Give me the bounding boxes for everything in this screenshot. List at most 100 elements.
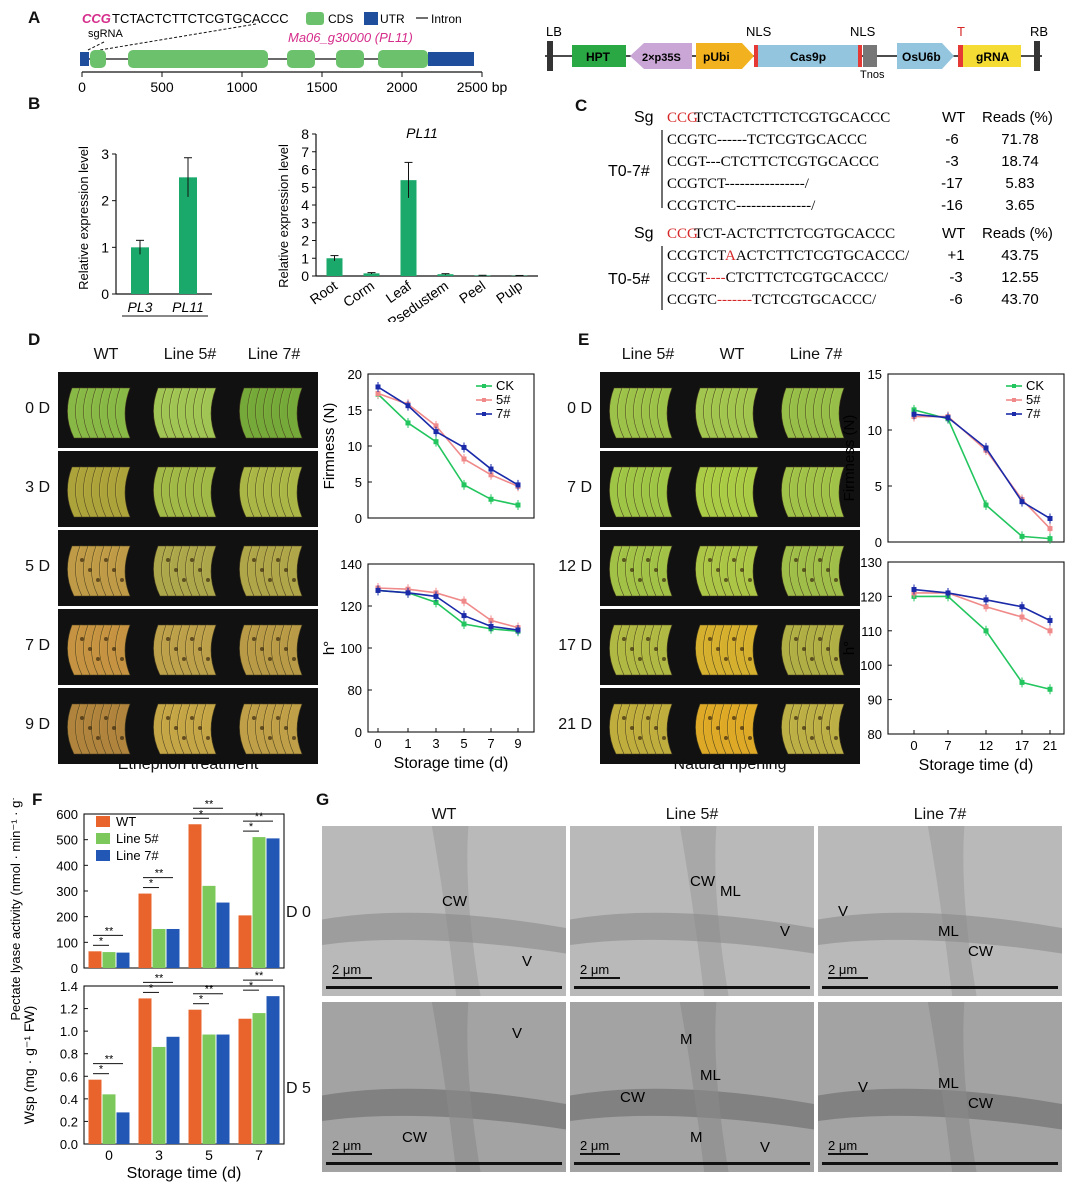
sg-rest-1: TCTACTCTTCTCGTGCACCC [694,110,890,126]
bar-line7 [216,902,230,968]
data-point [375,587,381,593]
data-point [1019,614,1025,620]
tem-label: CW [442,893,468,910]
sig-mark: * [99,1064,104,1076]
panel-c-sequences: Sg CCG TCTACTCTTCTCGTGCACCC WT Reads (%)… [608,109,1053,310]
data-point [1019,679,1025,685]
x-tick-label: 0 [910,738,917,753]
legend-intron: Intron [431,12,462,26]
data-point [1047,536,1053,542]
legend-label: 5# [1026,392,1041,407]
x-tick-label: 21 [1043,738,1057,753]
data-point [433,423,439,429]
tem-micrograph: 2 μm CW V [322,1002,566,1172]
tem-label: ML [720,883,741,900]
nls1-box [754,45,758,67]
sgrna-label: sgRNA [88,28,124,40]
y-tick-label: 5 [301,179,309,195]
b1-ylabel: Relative expression level [76,146,91,290]
bp-tick-label: 0 [78,79,86,95]
bp-tick-label: 1000 [226,79,257,95]
data-point [405,420,411,426]
legend-swatch [96,816,110,827]
data-point [1047,515,1053,521]
micro-col-header: WT [431,806,457,823]
edit-reads: 12.55 [1001,269,1039,286]
bp-tick-label: 2000 [386,79,417,95]
banana-photo-row [58,451,318,527]
series-line-5# [377,587,519,629]
data-point [461,598,467,604]
bar-line7 [116,952,130,968]
tem-label: ML [938,923,959,940]
edit-indel: +1 [947,247,964,264]
sig-mark: ** [105,925,114,937]
panel-label-e: E [578,330,590,349]
data-point [433,599,439,605]
tem-label: V [838,903,848,920]
data-point [461,444,467,450]
y-tick-label: 200 [56,910,78,925]
data-point [488,623,494,629]
legend-label: Line 5# [116,831,159,846]
bar-wt [188,824,202,968]
sig-mark: ** [255,970,264,982]
y-tick-label: 0.6 [60,1069,78,1084]
osu6b-label: OsU6b [902,50,941,64]
edit-indel: -16 [941,197,963,214]
sig-mark: ** [205,798,214,810]
legend-label: WT [116,814,136,829]
cds-exon-5 [378,50,428,68]
tem-micrograph: 2 μm V ML CW [818,1002,1062,1172]
x-tick-label: 9 [514,736,521,751]
micro-col-header: Line 7# [913,806,967,823]
photo-col-header: WT [93,346,119,363]
bar-line5 [202,1034,216,1144]
edit-seq: CCGTC------TCTCGTGCACCC [667,132,867,148]
x-tick-label: 3 [155,1147,163,1163]
legend-marker [482,384,486,388]
line-chart-ylabel: Firmness (N) [321,403,338,490]
line-label-t05: T0-5# [608,271,650,288]
y-tick-label: 100 [56,935,78,950]
y-tick-label: 3 [301,215,309,231]
data-point [983,445,989,451]
data-point [461,456,467,462]
banana-photo-row [600,609,860,685]
data-point [488,466,494,472]
data-point [983,628,989,634]
banana-photo-row [600,530,860,606]
bar-line7 [166,1036,180,1144]
tem-micrograph: 2 μm CW V [322,826,566,996]
cds-exon-1 [90,50,106,68]
data-point [945,590,951,596]
series-line-7# [377,589,519,631]
panel-e-charts: Firmness (N)051015CK5#7#h°80901001101201… [841,367,1065,774]
nls2-box [858,45,862,67]
y-tick-label: 2 [101,193,109,209]
lb-label: LB [546,24,562,39]
data-point [1019,499,1025,505]
banana-photo-row [58,688,318,764]
scale-bar-label: 2 μm [580,962,609,977]
pl-ylabel: Pectate lyase activity (nmol · min⁻¹ · g… [8,798,23,1021]
cds-exon-2 [128,50,268,68]
series-line-CK [913,409,1051,540]
y-tick-label: 6 [301,162,309,178]
bar-line5 [152,928,166,968]
line-chart-ylabel: h° [841,641,858,655]
legend-swatch [96,833,110,844]
photo-row-label: 21 D [558,716,592,733]
series-line-7# [913,413,1051,520]
data-point [405,590,411,596]
target-label: T [957,24,965,39]
edit-indel: -6 [949,291,962,308]
tem-label: V [780,923,790,940]
photo-row-label: 5 D [25,558,50,575]
bp-tick-label: 2500 bp [457,79,508,95]
y-tick-label: 1.4 [60,979,78,994]
bar-line7 [266,996,280,1144]
bar-pl3 [131,247,149,294]
data-point [983,597,989,603]
